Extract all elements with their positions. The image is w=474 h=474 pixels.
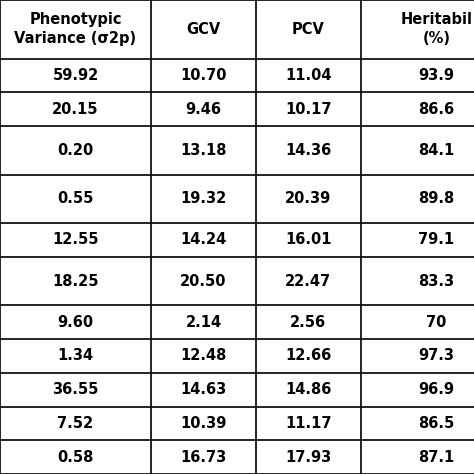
Text: 16.01: 16.01 (285, 232, 332, 247)
Text: 12.55: 12.55 (52, 232, 99, 247)
Text: 0.55: 0.55 (57, 191, 94, 206)
Text: 96.9: 96.9 (419, 382, 455, 397)
Text: 14.63: 14.63 (181, 382, 227, 397)
Text: 70: 70 (426, 315, 447, 330)
Text: Phenotypic
Variance (σ2p): Phenotypic Variance (σ2p) (14, 12, 137, 46)
Text: 14.36: 14.36 (285, 143, 331, 158)
Text: 2.14: 2.14 (185, 315, 221, 330)
Text: 79.1: 79.1 (419, 232, 455, 247)
Text: 11.04: 11.04 (285, 68, 332, 83)
Text: PCV: PCV (292, 22, 325, 37)
Text: 20.50: 20.50 (180, 273, 227, 289)
Text: 36.55: 36.55 (52, 382, 99, 397)
Text: 20.39: 20.39 (285, 191, 331, 206)
Text: 14.86: 14.86 (285, 382, 332, 397)
Text: 11.17: 11.17 (285, 416, 332, 431)
Text: 22.47: 22.47 (285, 273, 331, 289)
Text: 0.58: 0.58 (57, 450, 94, 465)
Text: 93.9: 93.9 (419, 68, 455, 83)
Text: 59.92: 59.92 (53, 68, 99, 83)
Text: GCV: GCV (186, 22, 220, 37)
Text: 16.73: 16.73 (181, 450, 227, 465)
Text: 83.3: 83.3 (419, 273, 455, 289)
Text: 86.6: 86.6 (419, 101, 455, 117)
Text: 14.24: 14.24 (181, 232, 227, 247)
Text: 13.18: 13.18 (180, 143, 227, 158)
Text: 0.20: 0.20 (57, 143, 94, 158)
Text: 9.60: 9.60 (57, 315, 93, 330)
Text: 87.1: 87.1 (418, 450, 455, 465)
Text: 10.70: 10.70 (180, 68, 227, 83)
Text: 2.56: 2.56 (291, 315, 327, 330)
Text: 84.1: 84.1 (418, 143, 455, 158)
Text: 10.39: 10.39 (180, 416, 227, 431)
Text: 19.32: 19.32 (181, 191, 227, 206)
Text: 17.93: 17.93 (285, 450, 331, 465)
Text: Heritabil
(%): Heritabil (%) (401, 12, 473, 46)
Text: 1.34: 1.34 (57, 348, 93, 364)
Text: 9.46: 9.46 (185, 101, 221, 117)
Text: 12.66: 12.66 (285, 348, 331, 364)
Text: 7.52: 7.52 (57, 416, 93, 431)
Text: 89.8: 89.8 (418, 191, 455, 206)
Text: 12.48: 12.48 (180, 348, 227, 364)
Text: 20.15: 20.15 (52, 101, 99, 117)
Text: 10.17: 10.17 (285, 101, 332, 117)
Text: 86.5: 86.5 (418, 416, 455, 431)
Text: 18.25: 18.25 (52, 273, 99, 289)
Text: 97.3: 97.3 (419, 348, 455, 364)
